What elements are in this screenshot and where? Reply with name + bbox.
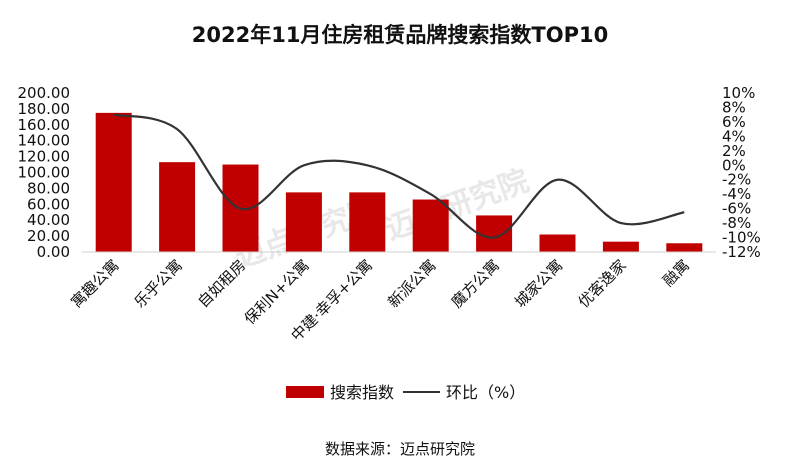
y-tick-label: 80.00 [27, 179, 70, 197]
bar [349, 192, 386, 252]
x-tick-label: 融寓 [659, 256, 693, 290]
bar-series [95, 112, 703, 252]
x-tick-label: 新派公寓 [384, 256, 439, 311]
y-tick-label: 40.00 [27, 211, 70, 229]
x-tick-label: 寓趣公寓 [67, 256, 122, 311]
y2-tick-label: -10% [722, 229, 761, 247]
line-series [113, 113, 685, 239]
y-tick-label: 140.00 [18, 132, 71, 150]
x-tick-label: 优客逸家 [575, 256, 630, 311]
y-tick-label: 20.00 [27, 227, 70, 245]
legend-label-line: 环比（%） [446, 383, 525, 402]
x-tick-label: 城家公寓 [511, 256, 566, 311]
bar [539, 234, 576, 252]
line-path [113, 113, 685, 239]
y2-tick-label: -6% [722, 200, 751, 218]
x-tick-label: 乐乎公寓 [131, 256, 186, 311]
y-axis-right: -12%-10%-8%-6%-4%-2%0%2%4%6%8%10% [722, 84, 761, 261]
y2-tick-label: -8% [722, 214, 751, 232]
bar [95, 112, 132, 252]
y2-tick-label: 6% [722, 113, 746, 131]
y-tick-label: 200.00 [18, 84, 71, 102]
legend-label-bars: 搜索指数 [330, 383, 394, 402]
bar [285, 192, 322, 252]
bar [412, 199, 449, 252]
bar [602, 241, 639, 252]
y-tick-label: 0.00 [37, 243, 70, 261]
legend: 搜索指数 环比（%） [286, 383, 525, 402]
y2-tick-label: 0% [722, 156, 746, 174]
bar [666, 243, 703, 252]
y-tick-label: 100.00 [18, 164, 71, 182]
y-tick-label: 60.00 [27, 195, 70, 213]
bar [476, 215, 513, 252]
y-tick-label: 180.00 [18, 100, 71, 118]
bar [159, 162, 196, 252]
data-source: 数据来源：迈点研究院 [325, 440, 475, 458]
y-tick-label: 120.00 [18, 148, 71, 166]
y-axis-left: 0.0020.0040.0060.0080.00100.00120.00140.… [18, 84, 71, 261]
y2-tick-label: 10% [722, 84, 755, 102]
y2-tick-label: -4% [722, 185, 751, 203]
y-tick-label: 160.00 [18, 116, 71, 134]
y2-tick-label: 2% [722, 142, 746, 160]
x-tick-label: 自如租房 [194, 256, 249, 311]
y2-tick-label: -2% [722, 171, 751, 189]
y2-tick-label: -12% [722, 243, 761, 261]
x-tick-label: 魔方公寓 [448, 256, 503, 311]
legend-swatch-bars [286, 386, 324, 398]
chart-title: 2022年11月住房租赁品牌搜索指数TOP10 [192, 23, 608, 47]
y2-tick-label: 4% [722, 127, 746, 145]
y2-tick-label: 8% [722, 98, 746, 116]
